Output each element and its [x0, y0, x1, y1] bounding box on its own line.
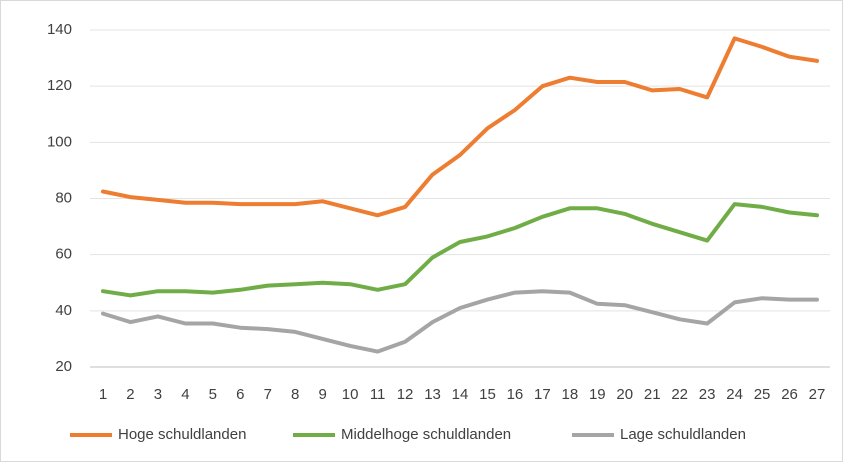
x-tick-label: 15 — [479, 386, 496, 403]
x-tick-label: 10 — [342, 386, 359, 403]
x-tick-label: 16 — [507, 386, 524, 403]
x-tick-label: 18 — [562, 386, 579, 403]
x-tick-label: 4 — [181, 386, 189, 403]
x-tick-label: 1 — [99, 386, 107, 403]
x-tick-label: 22 — [671, 386, 688, 403]
x-tick-label: 24 — [726, 386, 743, 403]
y-tick-label: 140 — [47, 21, 72, 38]
series-line — [101, 36, 819, 218]
legend-label: Lage schuldlanden — [620, 426, 746, 443]
y-tick-label: 100 — [47, 133, 72, 150]
x-tick-label: 23 — [699, 386, 716, 403]
y-tick-label: 20 — [55, 358, 72, 375]
x-tick-label: 25 — [754, 386, 771, 403]
x-tick-label: 7 — [264, 386, 272, 403]
y-tick-label: 60 — [55, 246, 72, 263]
legend-label: Hoge schuldlanden — [118, 426, 246, 443]
x-tick-label: 19 — [589, 386, 606, 403]
x-tick-label: 26 — [781, 386, 798, 403]
x-tick-label: 27 — [809, 386, 826, 403]
x-tick-label: 8 — [291, 386, 299, 403]
series-line — [101, 289, 819, 354]
x-tick-label: 14 — [452, 386, 469, 403]
legend-label: Middelhoge schuldlanden — [341, 426, 511, 443]
x-tick-label: 17 — [534, 386, 551, 403]
x-tick-label: 20 — [616, 386, 633, 403]
x-tick-label: 11 — [370, 386, 386, 403]
series-line — [101, 202, 819, 298]
y-tick-label: 120 — [47, 77, 72, 94]
x-tick-label: 3 — [154, 386, 162, 403]
x-tick-label: 2 — [126, 386, 134, 403]
x-tick-label: 12 — [397, 386, 414, 403]
y-tick-label: 80 — [55, 189, 72, 206]
x-tick-label: 5 — [209, 386, 217, 403]
x-tick-label: 13 — [424, 386, 441, 403]
x-tick-label: 9 — [319, 386, 327, 403]
x-tick-label: 21 — [644, 386, 661, 403]
y-tick-label: 40 — [55, 302, 72, 319]
x-tick-label: 6 — [236, 386, 244, 403]
